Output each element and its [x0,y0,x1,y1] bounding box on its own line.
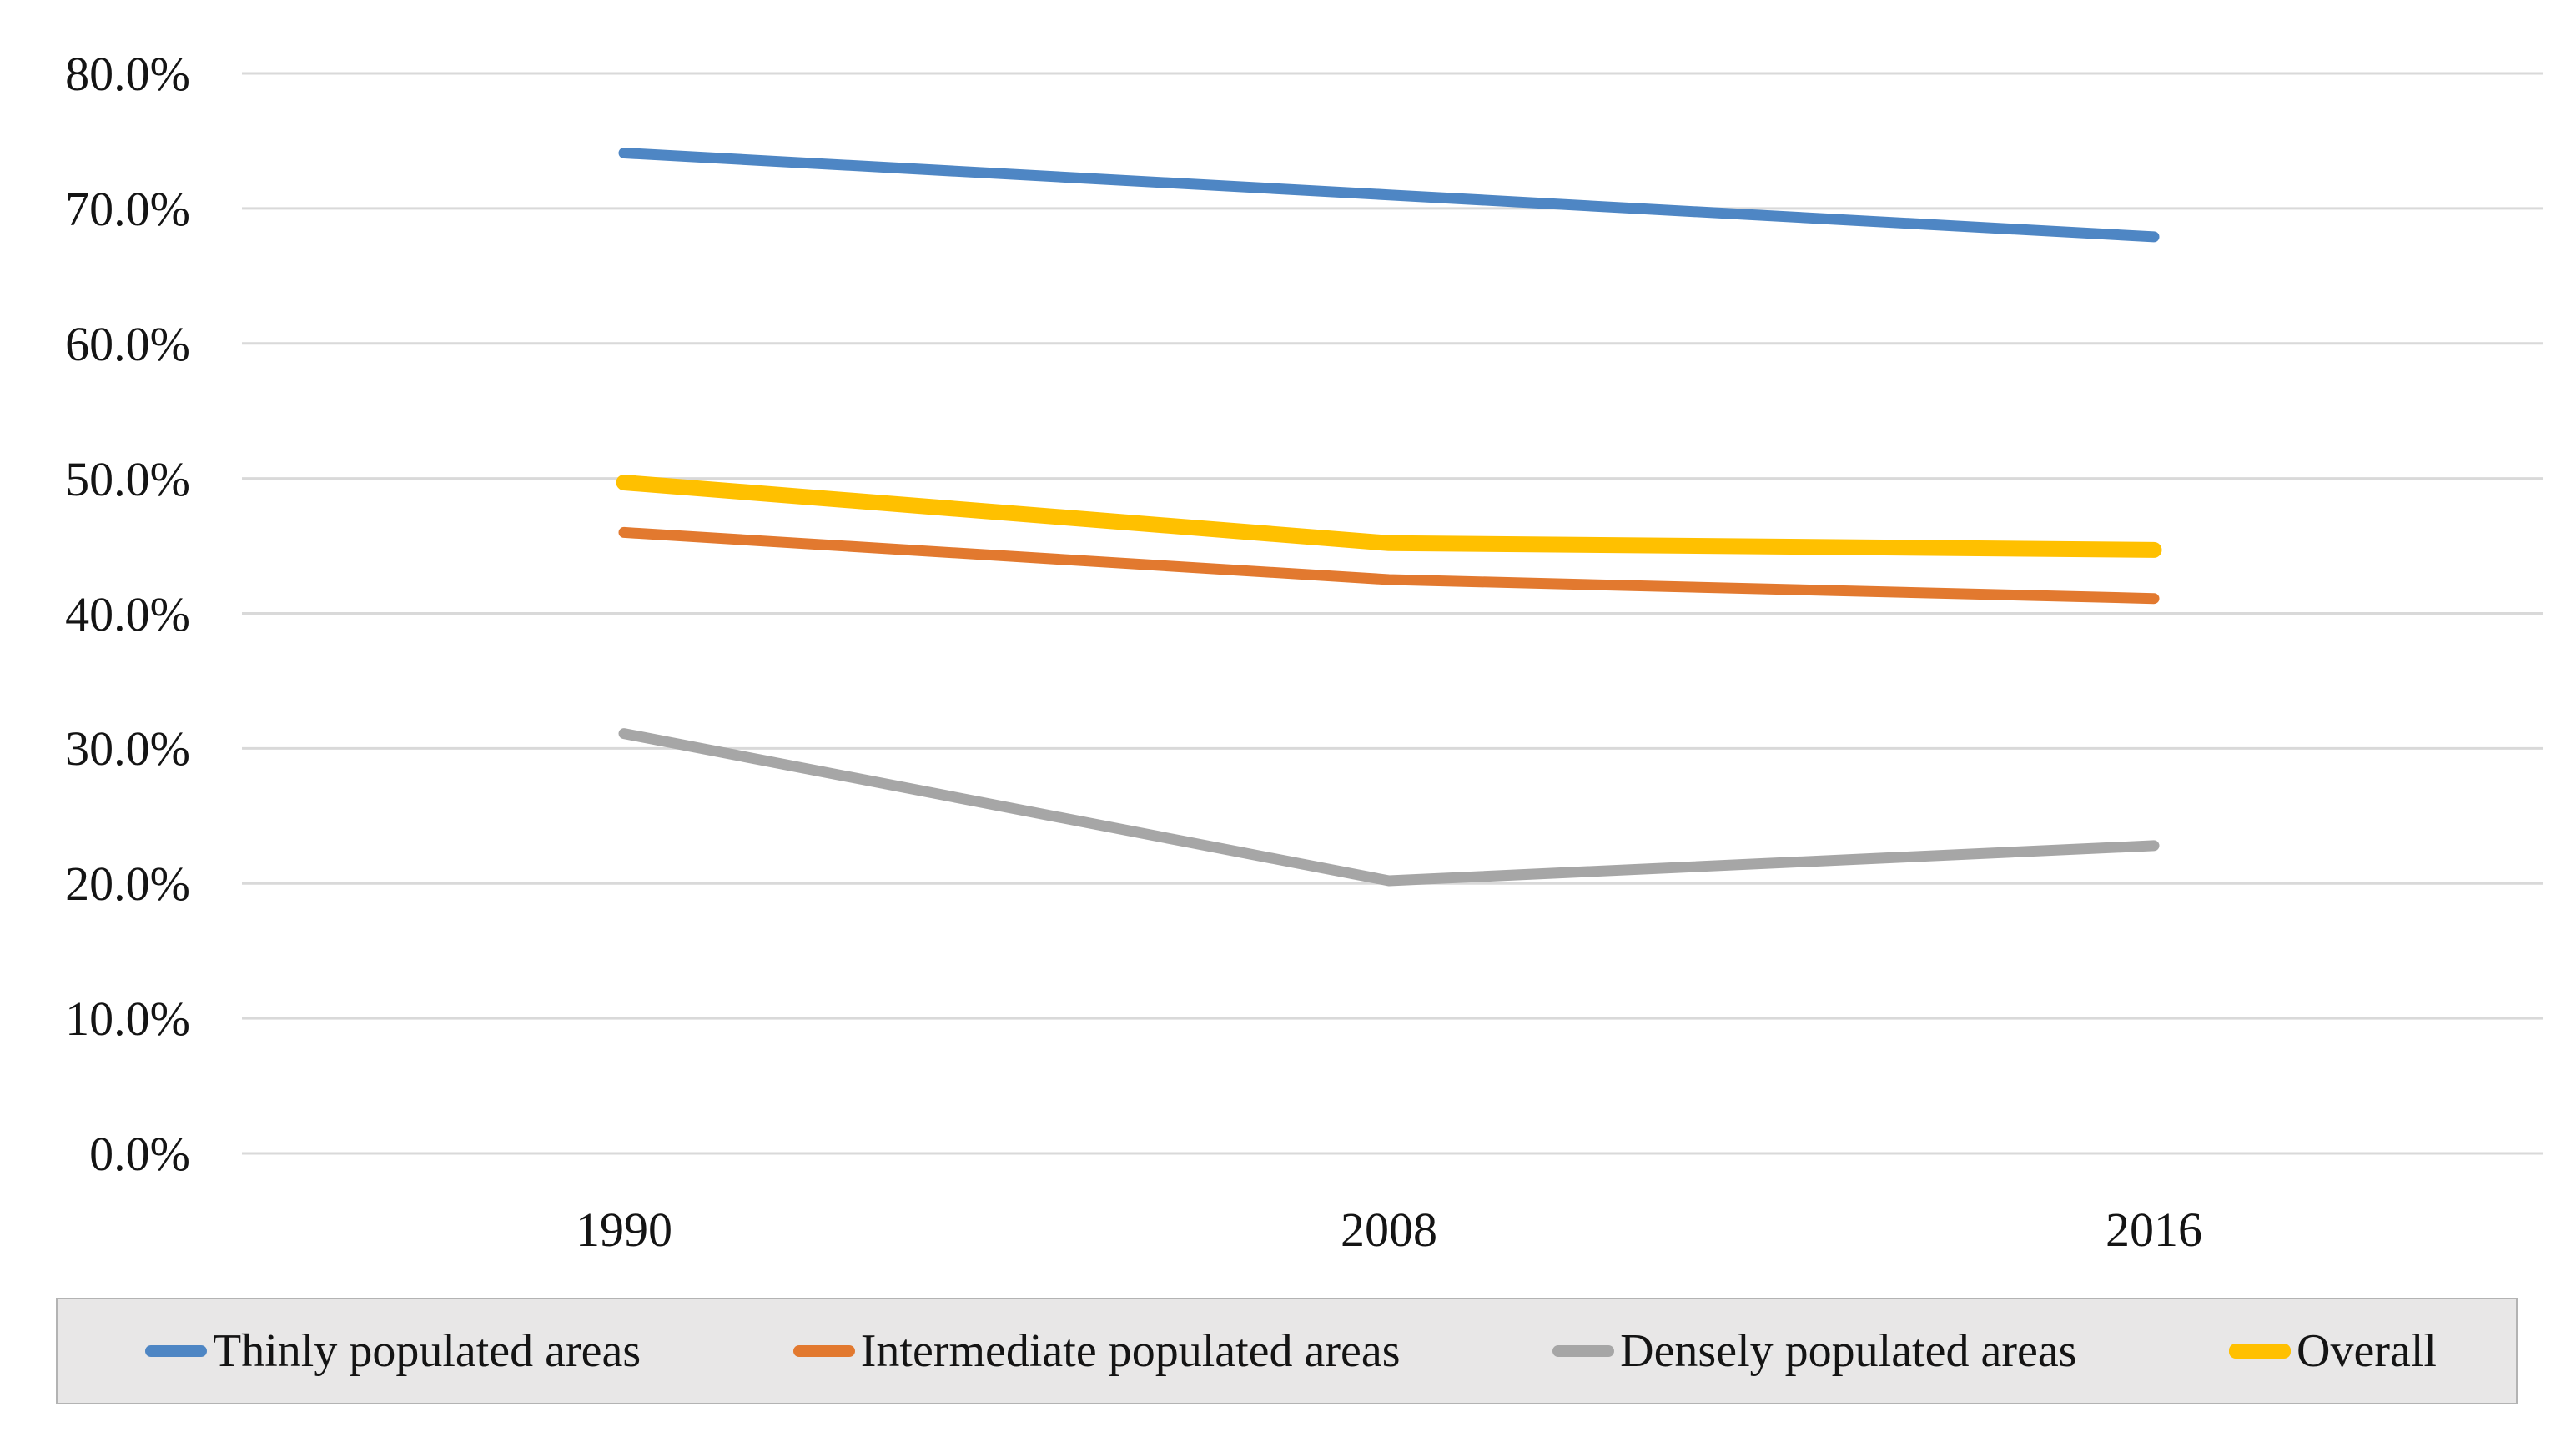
series-line-1 [618,526,2160,605]
legend-swatch-densely [1552,1345,1615,1357]
series-lines [616,148,2162,887]
legend-entry-densely: Densely populated areas [1552,1328,2076,1374]
legend-entry-thinly: Thinly populated areas [145,1328,641,1374]
legend: Thinly populated areas Intermediate popu… [56,1298,2518,1404]
gridlines [242,72,2543,1155]
x-axis-tick-label: 2016 [2106,1203,2202,1257]
legend-entry-intermediate: Intermediate populated areas [792,1325,1401,1377]
y-axis-tick-label: 60.0% [65,317,190,371]
legend-label: Intermediate populated areas [860,1325,1401,1377]
y-axis-tick-label: 30.0% [65,721,190,776]
legend-label: Densely populated areas [1620,1325,2077,1377]
series-line-0 [618,148,2160,243]
x-axis: 1990 2008 2016 [576,1203,2202,1257]
legend-entry-overall: Overall [2229,1328,2437,1374]
y-axis: 80.0% 70.0% 60.0% 50.0% 40.0% 30.0% 20.0… [65,47,190,1181]
legend-label: Thinly populated areas [213,1325,641,1377]
y-axis-tick-label: 10.0% [65,992,190,1046]
y-axis-tick-label: 40.0% [65,587,190,641]
y-axis-tick-label: 50.0% [65,452,190,506]
legend-swatch-overall [2229,1344,2292,1359]
legend-label: Overall [2297,1325,2437,1377]
x-axis-tick-label: 2008 [1341,1203,1437,1257]
x-axis-tick-label: 1990 [576,1203,672,1257]
series-line-2 [618,728,2160,887]
legend-swatch-thinly [145,1345,207,1357]
series-line-3 [616,475,2162,558]
y-axis-tick-label: 0.0% [89,1127,190,1181]
legend-swatch-intermediate [792,1345,855,1357]
y-axis-tick-label: 80.0% [65,47,190,101]
y-axis-tick-label: 70.0% [65,182,190,236]
y-axis-tick-label: 20.0% [65,857,190,911]
